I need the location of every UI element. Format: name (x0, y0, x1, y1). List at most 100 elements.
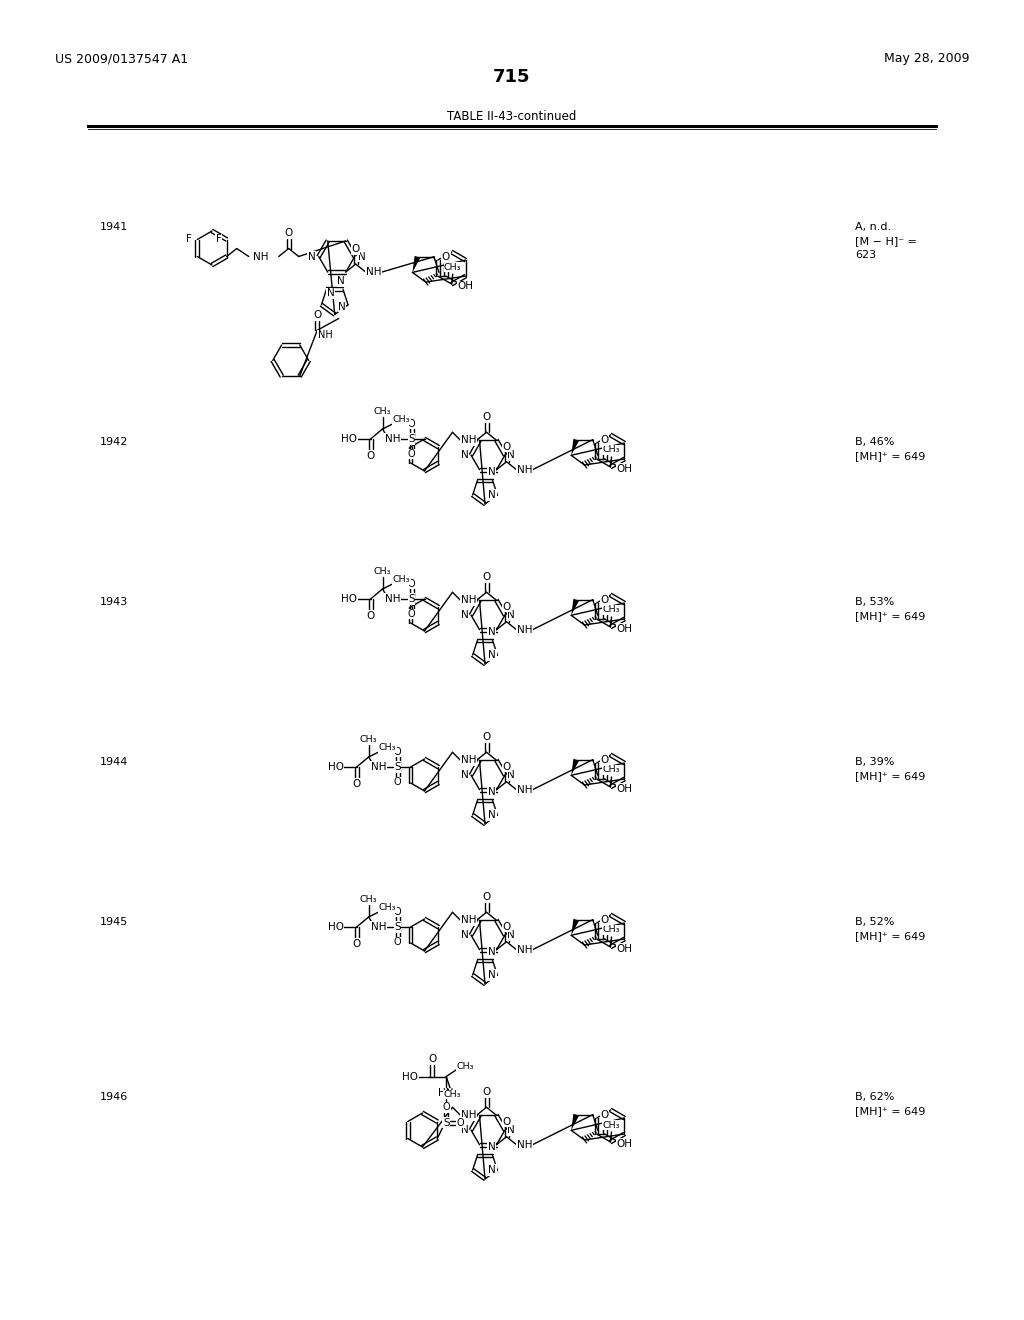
Text: O: O (394, 747, 401, 756)
Text: HO: HO (341, 434, 357, 444)
Polygon shape (571, 1114, 580, 1130)
Text: May 28, 2009: May 28, 2009 (884, 51, 969, 65)
Text: OH: OH (616, 624, 633, 634)
Text: [MH]⁺ = 649: [MH]⁺ = 649 (855, 931, 926, 941)
Text: N: N (487, 467, 496, 478)
Text: CH₃: CH₃ (359, 734, 378, 743)
Text: TABLE II-43-continued: TABLE II-43-continued (447, 110, 577, 123)
Text: CH₃: CH₃ (359, 895, 378, 903)
Text: S: S (409, 434, 415, 444)
Text: OH: OH (616, 1139, 633, 1148)
Text: N: N (507, 931, 515, 940)
Text: N: N (461, 610, 469, 620)
Text: N: N (327, 288, 335, 298)
Text: O: O (442, 1102, 450, 1113)
Text: O: O (428, 1055, 436, 1064)
Text: CH₃: CH₃ (443, 1090, 461, 1100)
Text: NH: NH (517, 624, 532, 635)
Text: O: O (482, 412, 490, 422)
Text: N: N (461, 1125, 469, 1135)
Polygon shape (571, 759, 580, 775)
Text: O: O (394, 777, 401, 787)
Text: O: O (352, 939, 360, 949)
Text: OH: OH (616, 944, 633, 954)
Polygon shape (571, 438, 580, 455)
Text: O: O (482, 1088, 490, 1097)
Polygon shape (413, 256, 420, 272)
Text: O: O (408, 418, 416, 429)
Text: 715: 715 (494, 69, 530, 86)
Text: CH₃: CH₃ (603, 446, 621, 454)
Text: N: N (461, 770, 469, 780)
Text: O: O (367, 451, 375, 461)
Text: N: N (507, 610, 515, 620)
Text: O: O (457, 1118, 464, 1127)
Text: CH₃: CH₃ (603, 766, 621, 775)
Text: [MH]⁺ = 649: [MH]⁺ = 649 (855, 451, 926, 461)
Text: O: O (482, 573, 490, 582)
Text: HN: HN (438, 1089, 454, 1098)
Text: O: O (367, 611, 375, 620)
Text: N: N (338, 302, 346, 312)
Text: NH: NH (371, 921, 386, 932)
Text: HO: HO (341, 594, 357, 605)
Text: CH₃: CH₃ (444, 263, 462, 272)
Text: O: O (352, 779, 360, 789)
Text: N: N (488, 970, 497, 979)
Text: [MH]⁺ = 649: [MH]⁺ = 649 (855, 611, 926, 620)
Text: N: N (487, 1143, 496, 1152)
Text: OH: OH (458, 281, 474, 292)
Text: S: S (443, 1118, 450, 1127)
Text: OH: OH (616, 465, 633, 474)
Text: NH: NH (461, 755, 476, 766)
Text: O: O (394, 907, 401, 917)
Text: NH: NH (385, 594, 400, 605)
Text: O: O (503, 1117, 511, 1127)
Text: [MH]⁺ = 649: [MH]⁺ = 649 (855, 1106, 926, 1115)
Text: CH₃: CH₃ (379, 903, 396, 912)
Text: NH: NH (461, 1110, 476, 1121)
Text: N: N (487, 627, 496, 638)
Text: 1945: 1945 (100, 917, 128, 927)
Text: CH₃: CH₃ (457, 1063, 474, 1071)
Text: NH: NH (517, 465, 532, 475)
Text: NH: NH (461, 915, 476, 925)
Text: CH₃: CH₃ (603, 1121, 621, 1130)
Text: US 2009/0137547 A1: US 2009/0137547 A1 (55, 51, 188, 65)
Text: CH₃: CH₃ (374, 566, 391, 576)
Text: B, 53%: B, 53% (855, 597, 894, 607)
Text: O: O (600, 1110, 609, 1119)
Text: S: S (394, 762, 401, 772)
Text: O: O (482, 892, 490, 903)
Text: O: O (351, 244, 359, 253)
Text: 1943: 1943 (100, 597, 128, 607)
Polygon shape (571, 599, 580, 615)
Text: NH: NH (317, 330, 333, 341)
Text: CH₃: CH₃ (374, 407, 391, 416)
Text: N: N (337, 276, 345, 286)
Text: O: O (503, 921, 511, 932)
Text: O: O (408, 579, 416, 589)
Text: N: N (488, 1166, 497, 1175)
Text: F: F (216, 235, 221, 244)
Text: A, n.d.: A, n.d. (855, 222, 891, 232)
Text: 1946: 1946 (100, 1092, 128, 1102)
Text: O: O (600, 595, 609, 605)
Text: N: N (488, 810, 497, 820)
Text: O: O (503, 762, 511, 772)
Text: NH: NH (461, 595, 476, 606)
Text: NH: NH (517, 1139, 532, 1150)
Text: NH: NH (517, 784, 532, 795)
Text: N: N (487, 788, 496, 797)
Text: CH₃: CH₃ (393, 416, 411, 425)
Text: O: O (503, 442, 511, 451)
Text: N: N (488, 649, 497, 660)
Text: N: N (488, 490, 497, 500)
Text: N: N (487, 948, 496, 957)
Text: O: O (600, 755, 609, 766)
Text: S: S (409, 594, 415, 605)
Text: [M − H]⁻ =: [M − H]⁻ = (855, 236, 918, 246)
Text: B, 52%: B, 52% (855, 917, 894, 927)
Text: 1942: 1942 (100, 437, 128, 447)
Text: NH: NH (385, 434, 400, 444)
